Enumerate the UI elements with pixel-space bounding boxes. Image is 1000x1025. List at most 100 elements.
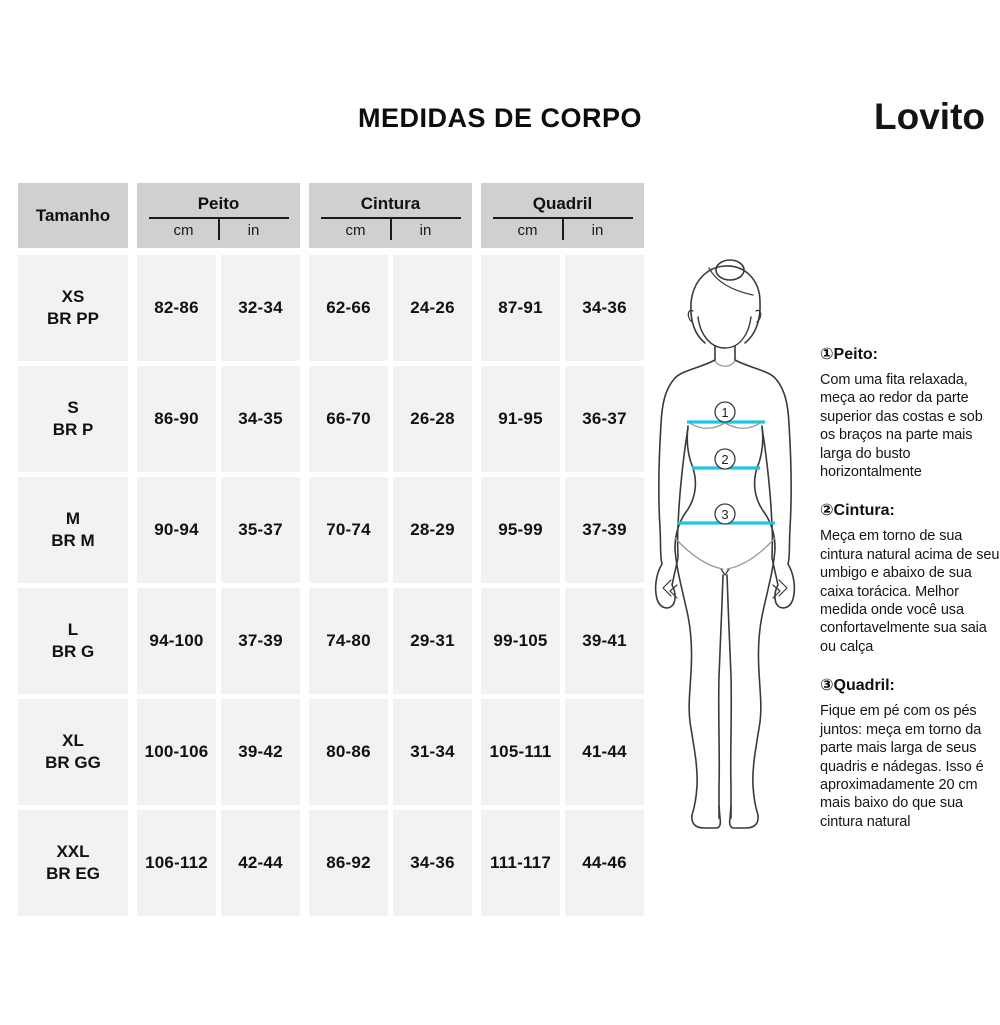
cintura-unit-cm: cm [345, 221, 366, 239]
body-figure-svg: 1 2 3 [654, 259, 796, 829]
col-group-cintura: Cintura cm in [309, 183, 472, 248]
size-br-label: BR G [51, 642, 95, 661]
measurement-cell: 70-74 [309, 477, 388, 583]
left-hand-fingers [662, 579, 678, 599]
measurement-cell: 37-39 [565, 477, 644, 583]
marker-3: 3 [721, 507, 728, 522]
measurement-cell: 26-28 [393, 366, 472, 472]
col-header-tamanho: Tamanho [18, 183, 128, 248]
right-inner-arm [761, 427, 774, 558]
size-cell: XXL BR EG [18, 810, 128, 916]
size-br-label: BR M [51, 531, 95, 550]
instruction-peito: ①Peito: Com uma fita relaxada, meça ao r… [820, 344, 1000, 481]
table-row: M BR M 90-94 35-37 70-74 28-29 95-99 37-… [18, 477, 644, 583]
instructions-column: ①Peito: Com uma fita relaxada, meça ao r… [820, 344, 1000, 850]
size-cell: L BR G [18, 588, 128, 694]
peito-unit-in: in [247, 221, 260, 239]
measurement-cell: 39-42 [221, 699, 300, 805]
measurement-cell: 80-86 [309, 699, 388, 805]
right-hand [771, 557, 796, 609]
measurement-cell: 95-99 [481, 477, 560, 583]
left-shoulder-arm [658, 359, 716, 565]
hair-parting [708, 267, 754, 296]
peito-label: Peito [197, 193, 240, 213]
peito-units: cm in [148, 216, 289, 240]
quadril-unit-cm: cm [517, 221, 538, 239]
size-cell: XS BR PP [18, 255, 128, 361]
size-cell: XL BR GG [18, 699, 128, 805]
size-label: M [65, 508, 81, 528]
left-hand [654, 557, 679, 609]
size-label: S [67, 397, 79, 417]
col-group-peito: Peito cm in [137, 183, 300, 248]
measurement-cell: 34-36 [565, 255, 644, 361]
measurement-cell: 39-41 [565, 588, 644, 694]
table-header-row: Tamanho Peito cm in Cintura cm in Quadri… [18, 183, 644, 248]
left-torso-side [674, 425, 697, 549]
cintura-unit-in: in [419, 221, 432, 239]
body-measurement-figure: 1 2 3 [648, 256, 820, 838]
size-cell: S BR P [18, 366, 128, 472]
unit-divider [389, 218, 392, 240]
tamanho-label: Tamanho [35, 205, 111, 225]
instruction-peito-heading: ①Peito: [820, 346, 878, 363]
measurement-cell: 82-86 [137, 255, 216, 361]
right-leg-outer [728, 547, 776, 829]
right-leg-inner [726, 574, 733, 819]
measurement-cell: 86-92 [309, 810, 388, 916]
table-row: XL BR GG 100-106 39-42 80-86 31-34 105-1… [18, 699, 644, 805]
measurement-cell: 99-105 [481, 588, 560, 694]
measurement-cell: 87-91 [481, 255, 560, 361]
measurement-cell: 34-35 [221, 366, 300, 472]
measurement-cell: 94-100 [137, 588, 216, 694]
size-label: L [67, 619, 79, 639]
size-br-label: BR P [52, 420, 94, 439]
measurement-cell: 42-44 [221, 810, 300, 916]
cintura-units: cm in [320, 216, 461, 240]
instruction-quadril: ③Quadril: Fique em pé com os pés juntos:… [820, 675, 1000, 831]
unit-divider [217, 218, 220, 240]
face-outline [697, 316, 752, 349]
right-torso-side [753, 425, 776, 549]
measurement-cell: 106-112 [137, 810, 216, 916]
measurement-cell: 28-29 [393, 477, 472, 583]
peito-unit-cm: cm [173, 221, 194, 239]
unit-divider [561, 218, 564, 240]
measurement-cell: 44-46 [565, 810, 644, 916]
size-label: XL [62, 730, 84, 750]
bust-curve-left [687, 421, 726, 429]
quadril-unit-in: in [591, 221, 604, 239]
measurement-cell: 36-37 [565, 366, 644, 472]
measurement-cell: 24-26 [393, 255, 472, 361]
size-br-label: BR GG [45, 753, 101, 772]
measurement-cell: 37-39 [221, 588, 300, 694]
left-inner-arm [676, 427, 689, 558]
marker-circle-3 [714, 503, 736, 525]
size-cell: M BR M [18, 477, 128, 583]
instruction-peito-body: Com uma fita relaxada, meça ao redor da … [820, 372, 983, 481]
panty-line-left [674, 537, 724, 570]
measurement-cell: 74-80 [309, 588, 388, 694]
hair-outline [690, 265, 761, 344]
right-ear [755, 309, 762, 323]
measurement-cell: 31-34 [393, 699, 472, 805]
instruction-cintura-body: Meça em torno de sua cintura natural aci… [820, 528, 1000, 655]
panty-line-right [726, 537, 776, 570]
marker-2: 2 [721, 452, 728, 467]
hair-bun [715, 259, 745, 281]
marker-circle-1 [714, 401, 736, 423]
quadril-label: Quadril [532, 193, 593, 213]
measurement-cell: 29-31 [393, 588, 472, 694]
right-shoulder-arm [734, 359, 792, 565]
marker-1: 1 [721, 405, 728, 420]
measurement-cell: 91-95 [481, 366, 560, 472]
measurement-cell: 86-90 [137, 366, 216, 472]
page-title: MEDIDAS DE CORPO [357, 103, 643, 133]
cintura-label: Cintura [360, 193, 421, 213]
measurement-cell: 35-37 [221, 477, 300, 583]
quadril-units: cm in [492, 216, 633, 240]
left-leg-inner [717, 574, 724, 819]
size-br-label: BR PP [47, 309, 99, 328]
measurement-cell: 34-36 [393, 810, 472, 916]
left-leg-outer [674, 547, 722, 829]
